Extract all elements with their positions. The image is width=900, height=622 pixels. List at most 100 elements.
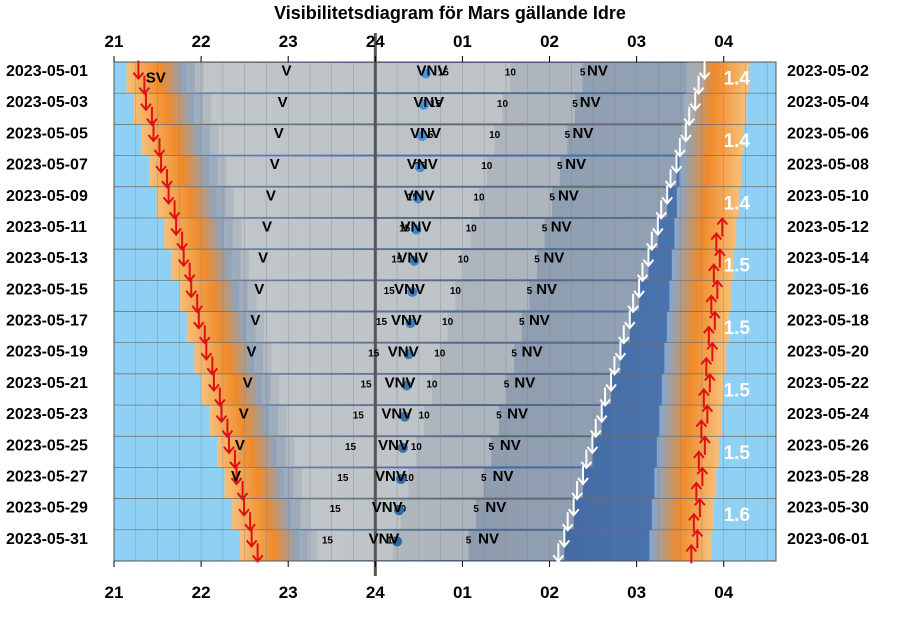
sunset-arrow [153, 137, 166, 158]
hour-label-top: 21 [105, 32, 124, 51]
direction-label: NV [478, 530, 499, 547]
direction-label: V [250, 312, 260, 329]
sunrise-arrow [693, 450, 705, 470]
altitude-label: 15 [330, 504, 342, 515]
direction-label: NV [529, 312, 550, 329]
magnitude-label: 1.4 [724, 193, 751, 214]
altitude-label: 10 [505, 68, 517, 79]
mars-set-arrow-head [646, 242, 658, 252]
mars-set-arrow-head [698, 71, 711, 81]
altitude-label: 10 [419, 411, 431, 422]
mars-set-arrow [652, 216, 664, 237]
mars-set-arrow [618, 325, 630, 345]
sunrise-arrow [698, 387, 710, 408]
date-label-left: 2023-05-05 [6, 125, 88, 142]
mars-dot [417, 130, 428, 141]
evening-twilight [179, 280, 242, 312]
mars-set-arrow-head [636, 274, 649, 283]
mars-set-arrow-head [642, 259, 655, 268]
sunset-arrow [185, 278, 198, 299]
sunrise-arrow [691, 528, 704, 549]
altitude-bands [186, 63, 705, 560]
sunrise-arrow [703, 325, 715, 346]
mars-set-arrow-head [661, 196, 673, 205]
sunrise-arrow [688, 512, 700, 533]
direction-label: NV [587, 63, 608, 80]
sunrise-arrow [700, 356, 713, 377]
alt10-band [241, 218, 472, 249]
alt10-band [294, 437, 417, 467]
sunset-arrow-head [153, 149, 166, 158]
direction-label: NV [500, 437, 521, 454]
mars-set-arrow-head [561, 523, 574, 532]
sunrise-arrow-head [704, 372, 716, 382]
hour-label-bottom: 01 [453, 583, 472, 602]
mars-set-arrow-head [599, 398, 611, 408]
sunrise-arrow-head [709, 310, 721, 319]
date-label-right: 2023-05-18 [787, 313, 869, 330]
sunrise-arrow-head [701, 404, 714, 413]
mars-dot [415, 162, 426, 173]
sunset-arrow [223, 434, 235, 455]
chart-title: Visibilitetsdiagram för Mars gällande Id… [274, 3, 626, 23]
altitude-label: 15 [384, 286, 396, 297]
date-label-left: 2023-05-11 [6, 219, 87, 236]
direction-label: NV [572, 125, 593, 142]
sunset-arrow-head [162, 196, 175, 205]
direction-label: VNV [391, 312, 422, 329]
sunrise-arrow-head [699, 435, 711, 444]
sunrise-arrow-head [705, 294, 718, 303]
sunset-arrow-head [229, 461, 241, 470]
mars-set-arrow [599, 387, 611, 408]
mars-set-arrow-head [567, 508, 580, 517]
altitude-label: 15 [353, 411, 365, 422]
sunset-arrow-head [214, 398, 226, 408]
alt10-band [226, 156, 487, 186]
mars-set-arrow-head [689, 103, 701, 112]
sunset-arrow [183, 262, 196, 283]
sunset-arrow [193, 310, 205, 330]
sunrise-arrow-head [696, 466, 709, 475]
mars-set-arrow-head [608, 367, 621, 376]
direction-label: NV [565, 156, 586, 173]
alt10-band [271, 343, 440, 373]
direction-label: VNV [394, 281, 425, 298]
alt10-band [264, 312, 448, 342]
direction-label: VNV [378, 437, 409, 454]
date-label-left: 2023-05-19 [6, 344, 88, 361]
sunset-arrow-head [177, 259, 190, 268]
sunrise-arrow [710, 231, 723, 252]
mars-set-arrow [674, 137, 686, 158]
altitude-label: 10 [458, 255, 470, 266]
mars-set-arrow-head [571, 492, 583, 501]
sunset-arrow-head [200, 352, 213, 361]
altitude-label: 15 [422, 130, 434, 141]
mars-dot [392, 536, 403, 547]
hour-label-bottom: 21 [105, 583, 124, 602]
plot-frame [113, 61, 777, 562]
sunrise-arrow-head [688, 512, 700, 521]
direction-label: VNV [388, 343, 419, 360]
mars-dot [413, 193, 424, 204]
date-label-left: 2023-05-21 [6, 375, 88, 392]
evening-twilight [133, 93, 196, 125]
sunrise-arrow-head [695, 419, 708, 428]
sunrise-arrow [709, 310, 721, 331]
mars-set-arrow [664, 169, 677, 189]
magnitude-label: 1.5 [724, 318, 751, 339]
mars-set-arrow-head [577, 477, 589, 486]
alt10-band [203, 63, 511, 93]
date-label-left: 2023-05-17 [6, 313, 88, 330]
mars-dot [409, 255, 420, 266]
magnitude-label: 1.6 [724, 505, 750, 526]
mars-set-arrow [692, 75, 705, 96]
evening-twilight [239, 529, 302, 562]
mars-set-arrow [633, 278, 645, 299]
mars-dot [397, 442, 408, 453]
mars-set-arrow [595, 403, 608, 424]
hour-label-top: 04 [714, 32, 733, 51]
mars-set-arrow [586, 434, 599, 455]
date-label-right: 2023-05-22 [787, 375, 869, 392]
direction-label: NV [485, 499, 506, 516]
